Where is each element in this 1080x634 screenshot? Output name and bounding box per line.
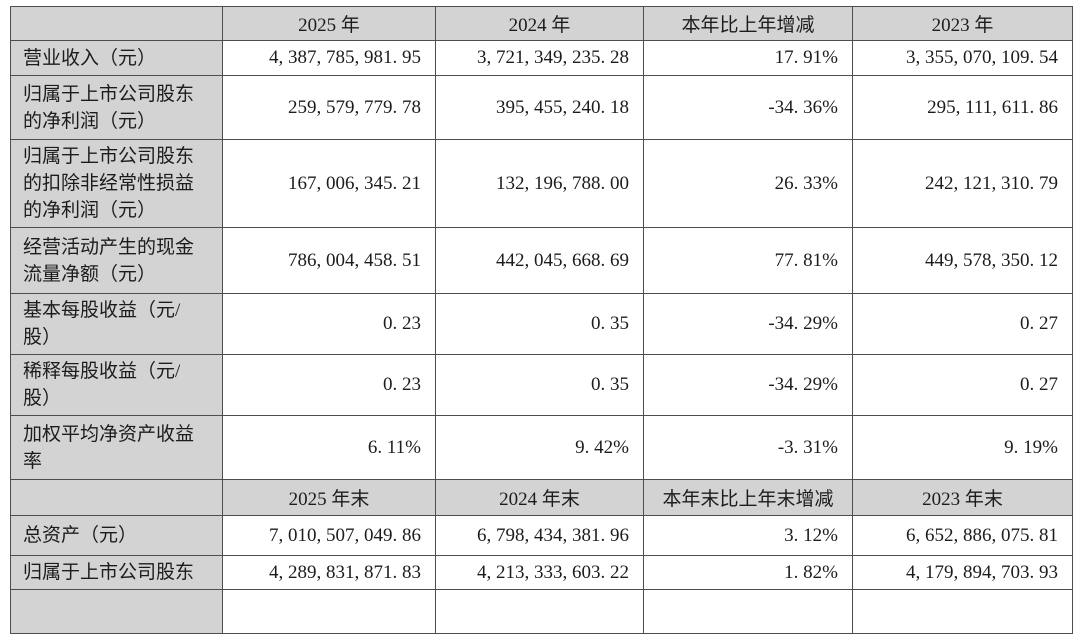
cell-value: -3. 31% — [643, 415, 853, 480]
cell-value: 1. 82% — [643, 555, 853, 590]
row-label-revenue: 营业收入（元） — [10, 40, 223, 76]
corner-cell — [10, 479, 223, 516]
cell-value: 26. 33% — [643, 139, 853, 228]
table-row: 经营活动产生的现金 流量净额（元） 786, 004, 458. 51 442,… — [10, 227, 1073, 294]
row-label-net-profit-excl-nonrecurring: 归属于上市公司股东 的扣除非经常性损益 的净利润（元） — [10, 139, 223, 228]
cell-value: 395, 455, 240. 18 — [435, 75, 644, 140]
col-header-2023: 2023 年 — [852, 6, 1073, 41]
corner-cell — [10, 6, 223, 41]
row-label-net-profit: 归属于上市公司股东 的净利润（元） — [10, 75, 223, 140]
cell-value: 167, 006, 345. 21 — [222, 139, 436, 228]
table-row: 营业收入（元） 4, 387, 785, 981. 95 3, 721, 349… — [10, 40, 1073, 76]
table-row: 稀释每股收益（元/ 股） 0. 23 0. 35 -34. 29% 0. 27 — [10, 354, 1073, 416]
cell-value — [852, 589, 1073, 634]
table-row: 归属于上市公司股东 的扣除非经常性损益 的净利润（元） 167, 006, 34… — [10, 139, 1073, 228]
cell-value: 0. 27 — [852, 354, 1073, 416]
col-header-2023-end: 2023 年末 — [852, 479, 1073, 516]
cell-value: 3. 12% — [643, 515, 853, 556]
col-header-yoy-end-change: 本年末比上年末增减 — [643, 479, 853, 516]
cell-value: 0. 27 — [852, 293, 1073, 355]
row-label-basic-eps: 基本每股收益（元/ 股） — [10, 293, 223, 355]
table-row: 归属于上市公司股东 的净利润（元） 259, 579, 779. 78 395,… — [10, 75, 1073, 140]
row-label-weighted-avg-roe: 加权平均净资产收益 率 — [10, 415, 223, 480]
cell-value: 0. 23 — [222, 293, 436, 355]
cell-value: 4, 179, 894, 703. 93 — [852, 555, 1073, 590]
cell-value: 9. 42% — [435, 415, 644, 480]
cell-value: 259, 579, 779. 78 — [222, 75, 436, 140]
cell-value: -34. 36% — [643, 75, 853, 140]
col-header-2025: 2025 年 — [222, 6, 436, 41]
table-row: 总资产（元） 7, 010, 507, 049. 86 6, 798, 434,… — [10, 515, 1073, 556]
cell-value: 0. 35 — [435, 354, 644, 416]
cell-value: 242, 121, 310. 79 — [852, 139, 1073, 228]
cell-value: 7, 010, 507, 049. 86 — [222, 515, 436, 556]
cell-value: 6, 798, 434, 381. 96 — [435, 515, 644, 556]
row-label-total-assets: 总资产（元） — [10, 515, 223, 556]
cell-value: 3, 721, 349, 235. 28 — [435, 40, 644, 76]
table-header-row: 2025 年 2024 年 本年比上年增减 2023 年 — [10, 6, 1073, 41]
cell-value — [435, 589, 644, 634]
cell-value: 442, 045, 668. 69 — [435, 227, 644, 294]
cell-value: -34. 29% — [643, 354, 853, 416]
col-header-2024-end: 2024 年末 — [435, 479, 644, 516]
cell-value: 295, 111, 611. 86 — [852, 75, 1073, 140]
cell-value — [222, 589, 436, 634]
table-row: 基本每股收益（元/ 股） 0. 23 0. 35 -34. 29% 0. 27 — [10, 293, 1073, 355]
col-header-2025-end: 2025 年末 — [222, 479, 436, 516]
cell-value: 786, 004, 458. 51 — [222, 227, 436, 294]
row-label — [10, 589, 223, 634]
cell-value: 449, 578, 350. 12 — [852, 227, 1073, 294]
cell-value: 4, 289, 831, 871. 83 — [222, 555, 436, 590]
table-row: 加权平均净资产收益 率 6. 11% 9. 42% -3. 31% 9. 19% — [10, 415, 1073, 480]
cell-value: 0. 35 — [435, 293, 644, 355]
cell-value — [643, 589, 853, 634]
cell-value: 4, 387, 785, 981. 95 — [222, 40, 436, 76]
row-label-equity-attributable: 归属于上市公司股东 — [10, 555, 223, 590]
cell-value: 9. 19% — [852, 415, 1073, 480]
col-header-yoy-change: 本年比上年增减 — [643, 6, 853, 41]
cell-value: 6, 652, 886, 075. 81 — [852, 515, 1073, 556]
financial-summary-table: 2025 年 2024 年 本年比上年增减 2023 年 营业收入（元） 4, … — [10, 6, 1073, 634]
row-label-operating-cash-flow: 经营活动产生的现金 流量净额（元） — [10, 227, 223, 294]
cell-value: 17. 91% — [643, 40, 853, 76]
col-header-2024: 2024 年 — [435, 6, 644, 41]
cell-value: 132, 196, 788. 00 — [435, 139, 644, 228]
cell-value: 4, 213, 333, 603. 22 — [435, 555, 644, 590]
row-label-diluted-eps: 稀释每股收益（元/ 股） — [10, 354, 223, 416]
cell-value: 6. 11% — [222, 415, 436, 480]
table-header-row: 2025 年末 2024 年末 本年末比上年末增减 2023 年末 — [10, 479, 1073, 516]
cell-value: 3, 355, 070, 109. 54 — [852, 40, 1073, 76]
cell-value: 0. 23 — [222, 354, 436, 416]
table-row: 归属于上市公司股东 4, 289, 831, 871. 83 4, 213, 3… — [10, 555, 1073, 590]
table-row-partial — [10, 589, 1073, 634]
cell-value: 77. 81% — [643, 227, 853, 294]
cell-value: -34. 29% — [643, 293, 853, 355]
